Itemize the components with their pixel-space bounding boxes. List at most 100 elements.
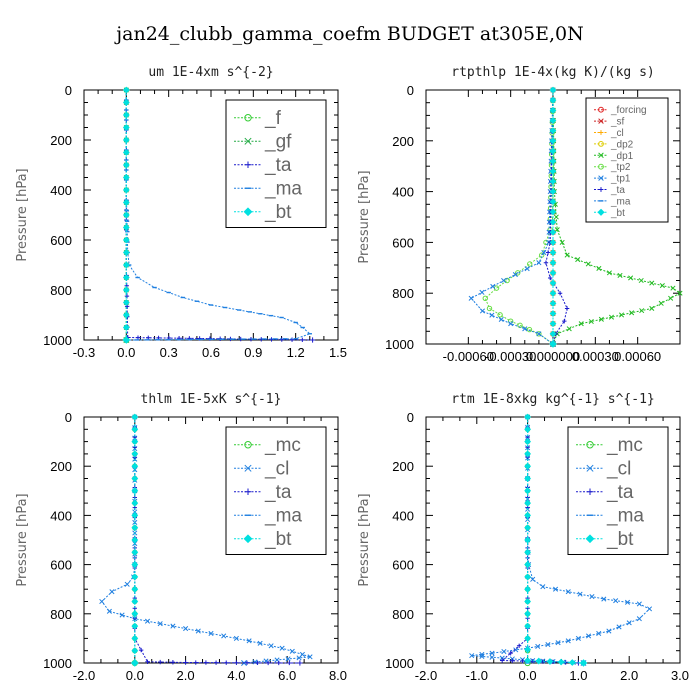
- um-series-bt-point: [122, 236, 130, 244]
- thlm-series-ta-point: [234, 660, 239, 665]
- rtm-series-cl-point: [616, 624, 622, 630]
- thlm-series-cl-point: [221, 633, 227, 639]
- um-xtick-label: 0.9: [244, 345, 262, 360]
- rtm-legend-label: _mc: [606, 435, 643, 456]
- um-xtick-label: 1.2: [287, 345, 305, 360]
- rtpthlp-series-bt-point: [549, 117, 557, 124]
- rtpthlp-legend-swatch-marker: [598, 141, 604, 147]
- um-series-bt-point: [122, 174, 130, 181]
- um-legend-swatch-marker: [244, 114, 252, 122]
- thlm-xtick-label: -2.0: [73, 668, 95, 683]
- thlm-series-cl-point: [285, 656, 291, 662]
- rtm-legend-label: _ta: [606, 482, 634, 503]
- rtm-series-bt-point: [524, 561, 532, 569]
- thlm-series-bt-point: [131, 622, 139, 630]
- thlm-ytick-label: 200: [50, 459, 72, 474]
- thlm-ytick-label: 1000: [43, 656, 72, 671]
- rtpthlp-ytick-label: 400: [392, 185, 414, 200]
- rtpthlp-series-tp2-point: [527, 261, 533, 267]
- rtpthlp-series-tp2-point: [536, 331, 542, 337]
- thlm-series-cl-point: [233, 635, 239, 641]
- thlm-legend-label: _cl: [264, 458, 289, 479]
- um-legend-label: _f: [264, 108, 282, 129]
- rtm-series-bt-point: [535, 657, 543, 665]
- rtpthlp-ytick-label: 1000: [385, 337, 414, 352]
- rtpthlp-legend: _forcing_sf_cl_dp2_dp1_tp2_tp1_ta_ma_bt: [585, 97, 669, 223]
- rtpthlp-series-bt-point: [549, 228, 557, 236]
- rtpthlp-series-bt-point: [549, 208, 557, 216]
- rtm-legend-swatch-marker: [585, 534, 595, 544]
- rtpthlp-ytick-label: 200: [392, 134, 414, 149]
- rtpthlp-ytick-label: 600: [392, 235, 414, 250]
- rtm-legend-swatch-marker: [586, 488, 594, 495]
- um-legend-swatch-marker: [243, 207, 253, 217]
- thlm-series-cl-point: [279, 645, 285, 651]
- um-title: um 1E-4xm s^{-2}: [148, 65, 273, 80]
- um-series-bt-point: [122, 149, 130, 156]
- rtpthlp-series-bt-point: [549, 86, 557, 94]
- rtm-series-cl-point: [636, 616, 642, 622]
- thlm-series-bt-point: [131, 634, 139, 642]
- rtpthlp-legend-label: _sf: [610, 117, 625, 128]
- rtm-series-bt-point: [557, 658, 565, 666]
- thlm-series-bt-point: [131, 499, 139, 507]
- rtm-ytick-label: 1000: [385, 656, 414, 671]
- rtpthlp-legend-label: _ta: [610, 185, 625, 196]
- thlm-series-ta-point: [183, 660, 188, 665]
- rtpthlp-series-bt-point: [549, 238, 557, 246]
- thlm-series-ta-point: [213, 660, 219, 665]
- rtpthlp-series-tp1-point: [508, 321, 514, 327]
- rtpthlp-legend-label: _cl: [610, 128, 624, 139]
- rtm-series-cl-point: [530, 576, 536, 582]
- rtpthlp-series-tp1: [468, 87, 556, 347]
- um-series-bt-point: [122, 224, 130, 231]
- rtpthlp-legend-swatch-marker: [598, 130, 604, 135]
- rtpthlp-series-dp1-point: [628, 275, 634, 281]
- rtpthlp-series-dp1-point: [670, 285, 676, 291]
- thlm-series-bt-point: [131, 647, 139, 655]
- thlm-series-bt-point: [130, 659, 139, 667]
- um-series-bt-point: [122, 286, 130, 294]
- thlm-legend-swatch-marker: [244, 464, 252, 472]
- um-series-ta-point: [279, 337, 284, 342]
- rtpthlp-series-dp1-point: [575, 256, 581, 263]
- rtm-xtick-label: -2.0: [415, 668, 437, 683]
- um-legend-swatch-marker: [244, 137, 252, 145]
- rtpthlp-series-dp1-point: [578, 321, 584, 327]
- rtm-series-cl-point: [552, 586, 559, 592]
- rtm-series-bt-point: [524, 598, 532, 605]
- thlm-series-bt-point: [131, 413, 139, 421]
- um-series-ma-line: [125, 90, 311, 341]
- thlm-ytick-label: 600: [50, 558, 72, 573]
- rtm-legend-label: _cl: [606, 458, 631, 479]
- rtm-series-bt-point: [524, 573, 532, 581]
- rtm-series-cl-point: [513, 647, 519, 653]
- rtpthlp-series-bt-point: [549, 147, 557, 155]
- rtm-series-bt-point: [524, 450, 532, 458]
- rtpthlp-xtick-label: -0.00060: [443, 349, 494, 364]
- rtpthlp-series-tp1-point: [479, 308, 485, 314]
- rtpthlp-series-bt-point: [549, 279, 557, 287]
- thlm-series-ta-point: [203, 660, 209, 665]
- rtm-series-ta-point: [520, 658, 525, 664]
- thlm-series-bt-point: [131, 487, 139, 495]
- rtm-series-bt-point: [524, 622, 532, 630]
- rtm-series-ta-point: [510, 658, 515, 663]
- thlm-series-bt: [130, 413, 139, 667]
- rtpthlp-series-dp1-point: [596, 265, 602, 271]
- rtpthlp-series-tp1-point: [522, 326, 528, 332]
- thlm-legend-box: [225, 426, 327, 555]
- rtm-series-cl-point: [596, 630, 602, 637]
- thlm-series-ta-point: [170, 660, 176, 665]
- rtm-series-bt-point: [524, 610, 532, 618]
- rtm-xtick-label: 0.0: [519, 668, 537, 683]
- rtm-series-bt-point: [524, 585, 532, 593]
- um-xtick-label: 0.0: [117, 345, 135, 360]
- thlm-series-ta-point: [255, 660, 260, 666]
- rtm-series-ta-line: [500, 417, 579, 664]
- rtm-series-ta-point: [500, 658, 505, 663]
- rtpthlp-xtick-label: 0.000000: [526, 349, 580, 364]
- thlm-series-bt-point: [131, 450, 139, 458]
- um-series-bt-point: [122, 311, 130, 319]
- um-series-bt-point: [122, 99, 130, 106]
